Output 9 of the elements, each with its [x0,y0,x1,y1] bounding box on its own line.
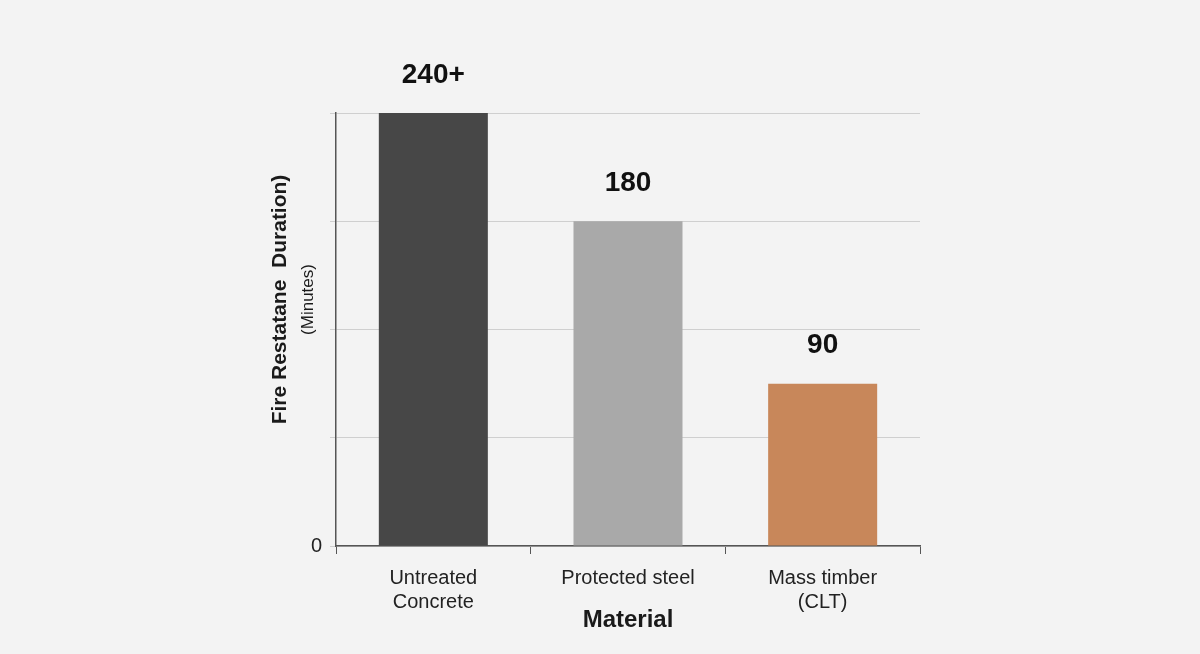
x-axis-title: Material [582,604,674,632]
data-label: 240+ [401,57,465,89]
data-label: 90 [807,328,839,360]
data-label: 180 [604,165,652,197]
x-tick-label: Untreated Concrete [389,565,478,612]
y-axis-title: Fire Restatane Duration) (Minutes) [266,174,317,425]
text: 0 [310,533,322,556]
x-tick-label: Protected steel [561,565,695,588]
x-tick-label: Mass timber (CLT) [768,565,878,612]
